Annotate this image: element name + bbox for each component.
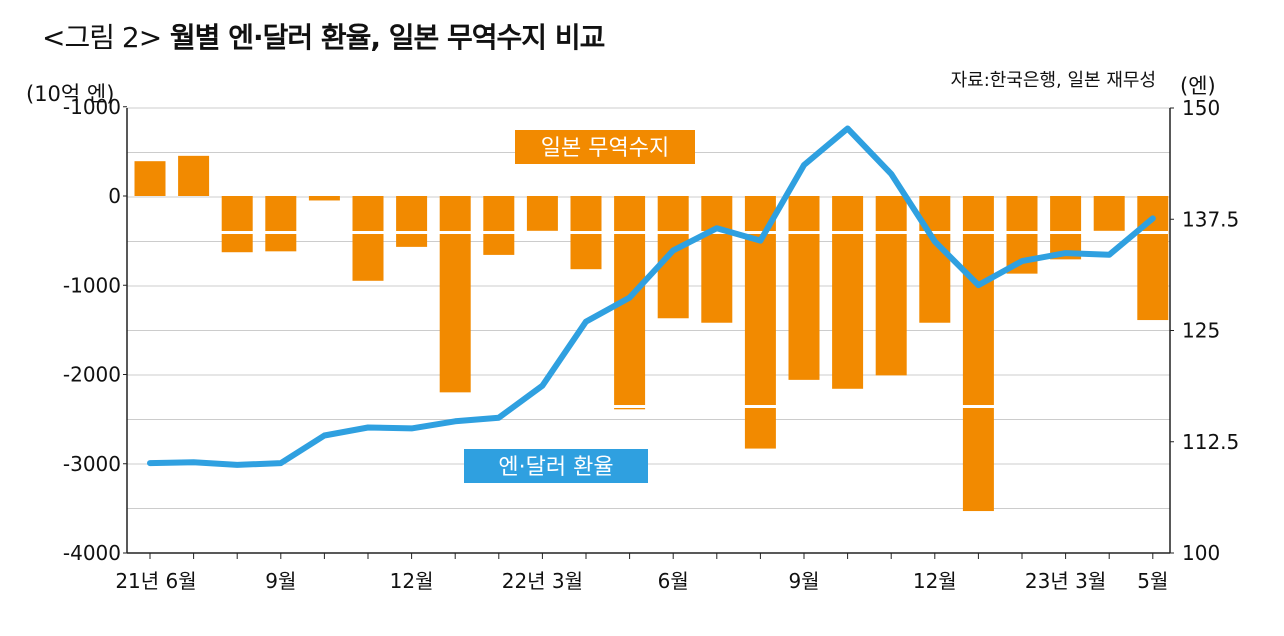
- trade-balance-bar: [1137, 196, 1169, 321]
- trade-balance-bar: [265, 196, 297, 252]
- x-tick-label: 9월: [788, 569, 819, 593]
- trade-balance-bar: [352, 196, 384, 281]
- right-axis-unit: (엔): [1180, 74, 1216, 98]
- trade-balance-bar: [178, 155, 210, 196]
- trade-balance-bar: [526, 196, 558, 231]
- left-tick-label: -4000: [63, 541, 121, 565]
- trade-balance-bar: [396, 196, 428, 247]
- exchange-rate-line-group: [147, 125, 1156, 468]
- left-tick-label: -1000: [63, 273, 121, 297]
- left-tick-label: -1000: [63, 95, 121, 119]
- x-tick-label: 5월: [1137, 569, 1168, 593]
- axis-break-band: [129, 405, 1168, 408]
- trade-balance-bar: [962, 196, 994, 512]
- x-tick-label: 6월: [658, 569, 689, 593]
- trade-balance-bar: [1050, 196, 1082, 260]
- exchange-rate-legend-label-box: [464, 449, 648, 483]
- trade-balance-bar: [1093, 196, 1125, 231]
- trade-balance-bar: [832, 196, 864, 389]
- trade-balance-bar: [919, 196, 951, 323]
- chart-title: <그림 2> 월별 엔·달러 환율, 일본 무역수지 비교: [42, 16, 605, 56]
- right-tick-label: 125: [1182, 319, 1220, 343]
- trade-balance-bar: [221, 196, 253, 253]
- trade-balance-bar: [134, 161, 166, 196]
- x-tick-label: 21년 6월: [115, 569, 196, 593]
- trade-balance-bar: [788, 196, 820, 380]
- trade-balance-bars: [134, 155, 1169, 512]
- right-tick-label: 137.5: [1182, 207, 1239, 231]
- exchange-rate-legend-label: 엔·달러 환율: [498, 455, 613, 480]
- right-tick-label: 112.5: [1182, 430, 1239, 454]
- left-tick-label: -3000: [63, 452, 121, 476]
- title-text: 월별 엔·달러 환율, 일본 무역수지 비교: [169, 21, 605, 54]
- trade-balance-bar: [308, 196, 340, 201]
- trade-balance-legend-label: 일본 무역수지: [541, 136, 669, 161]
- trade-balance-bar: [483, 196, 515, 255]
- gridlines: [127, 107, 1170, 554]
- exchange-rate-line: [147, 125, 1156, 468]
- left-tick-label: 0: [108, 184, 121, 208]
- x-tick-label: 23년 3월: [1025, 569, 1106, 593]
- trade-balance-bar: [439, 196, 471, 393]
- axis-break-bands: [129, 231, 1168, 408]
- x-tick-label: 12월: [390, 569, 434, 593]
- axis-break-band: [129, 231, 1168, 234]
- x-tick-label: 12월: [913, 569, 957, 593]
- left-axis-unit: (10억 엔): [26, 82, 115, 106]
- left-tick-label: -2000: [63, 363, 121, 387]
- right-tick-label: 100: [1182, 541, 1220, 565]
- trade-balance-legend-label-box: [515, 130, 695, 164]
- x-tick-label: 9월: [265, 569, 296, 593]
- axes: -1000 0 -1000 -2000 -3000 -4000 150 137.5 125 112…: [63, 95, 1239, 593]
- right-tick-label: 150: [1182, 96, 1220, 120]
- trade-balance-bar: [701, 196, 733, 323]
- title-prefix: <그림 2>: [42, 21, 162, 54]
- x-tick-label: 22년 3월: [502, 569, 583, 593]
- trade-balance-bar: [657, 196, 689, 319]
- trade-balance-bar: [875, 196, 907, 376]
- source-note: 자료:한국은행, 일본 재무성: [950, 70, 1156, 91]
